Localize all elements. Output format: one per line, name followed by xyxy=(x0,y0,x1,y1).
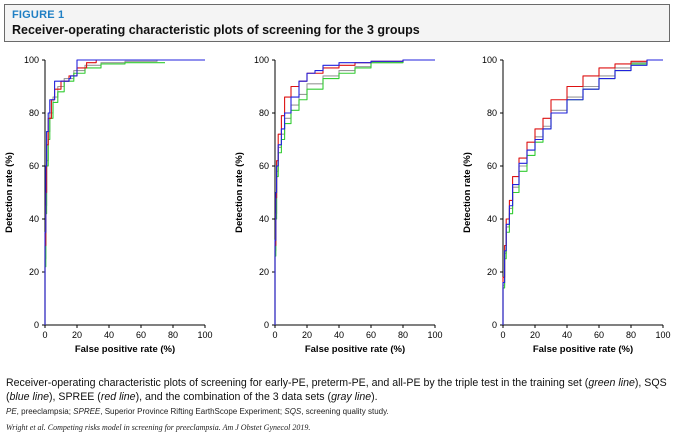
x-tick-label: 100 xyxy=(197,330,212,340)
y-tick-label: 0 xyxy=(492,320,497,330)
roc-series-blue-line xyxy=(502,59,663,325)
x-tick-label: 20 xyxy=(72,330,82,340)
x-tick-label: 100 xyxy=(427,330,442,340)
figure-header: FIGURE 1 Receiver-operating characterist… xyxy=(4,4,670,42)
y-tick-label: 80 xyxy=(487,108,497,118)
abbreviation-term: SQS xyxy=(284,407,302,416)
figure-label: FIGURE 1 xyxy=(12,9,65,21)
roc-series-green-line xyxy=(274,59,435,325)
y-tick-label: 100 xyxy=(254,55,269,65)
x-tick-label: 20 xyxy=(530,330,540,340)
y-tick-label: 80 xyxy=(259,108,269,118)
y-tick-label: 80 xyxy=(29,108,39,118)
x-tick-label: 20 xyxy=(302,330,312,340)
y-tick-label: 60 xyxy=(259,161,269,171)
figure-caption: Receiver-operating characteristic plots … xyxy=(6,376,670,404)
x-tick-label: 80 xyxy=(168,330,178,340)
x-tick-label: 80 xyxy=(626,330,636,340)
caption-part: green line xyxy=(588,377,635,389)
y-tick-label: 40 xyxy=(487,214,497,224)
caption-part: gray line xyxy=(331,391,372,403)
x-tick-label: 80 xyxy=(398,330,408,340)
roc-plot-early-pe: 0 20 40 60 80 100 0 20 40 60 80 100 False positive r… xyxy=(4,55,213,355)
y-tick-label: 60 xyxy=(487,161,497,171)
x-tick-label: 100 xyxy=(655,330,670,340)
caption-part: ). xyxy=(371,391,378,403)
y-tick-label: 60 xyxy=(29,161,39,171)
citation: Wright et al. Competing risks model in s… xyxy=(6,423,311,432)
abbreviation-definition: , preeclampsia; xyxy=(16,407,74,416)
x-tick-label: 0 xyxy=(272,330,277,340)
x-tick-label: 0 xyxy=(500,330,505,340)
caption-part: ), SQS ( xyxy=(6,377,667,403)
figure-title: Receiver-operating characteristic plots … xyxy=(12,23,420,37)
x-tick-label: 0 xyxy=(42,330,47,340)
abbreviation-definition: , Superior Province Rifting EarthScope E… xyxy=(100,407,285,416)
y-tick-label: 20 xyxy=(259,267,269,277)
caption-part: red line xyxy=(100,391,136,403)
roc-series-gray-line xyxy=(44,59,205,325)
y-tick-label: 20 xyxy=(29,267,39,277)
roc-series-red-line xyxy=(44,59,205,325)
abbreviation-term: SPREE xyxy=(73,407,101,416)
y-tick-label: 100 xyxy=(482,55,497,65)
y-tick-label: 20 xyxy=(487,267,497,277)
y-tick-label: 40 xyxy=(259,214,269,224)
caption-part: blue line xyxy=(9,391,49,403)
x-tick-label: 60 xyxy=(366,330,376,340)
roc-plot-all-pe: 0 20 40 60 80 100 0 20 40 60 80 100 False positive r… xyxy=(462,55,671,355)
y-tick-label: 100 xyxy=(24,55,39,65)
caption-part: ), and the combination of the 3 data set… xyxy=(135,391,332,403)
abbreviation-term: PE xyxy=(6,407,17,416)
y-axis-label: Detection rate (%) xyxy=(462,152,473,233)
y-tick-label: 0 xyxy=(34,320,39,330)
x-tick-label: 60 xyxy=(136,330,146,340)
roc-series-blue-line xyxy=(274,59,435,325)
x-axis-label: False positive rate (%) xyxy=(75,344,175,355)
roc-series-blue-line xyxy=(44,59,205,325)
x-tick-label: 60 xyxy=(594,330,604,340)
x-tick-label: 40 xyxy=(104,330,114,340)
roc-series-green-line xyxy=(44,62,165,325)
abbreviation-definition: , screening quality study. xyxy=(301,407,389,416)
roc-plot-preterm-pe: 0 20 40 60 80 100 0 20 40 60 80 100 False positive r… xyxy=(234,55,443,355)
x-tick-label: 40 xyxy=(334,330,344,340)
x-tick-label: 40 xyxy=(562,330,572,340)
abbreviations-note: PE, preeclampsia; SPREE, Superior Provin… xyxy=(6,407,389,416)
y-axis-label: Detection rate (%) xyxy=(234,152,245,233)
x-axis-label: False positive rate (%) xyxy=(533,344,633,355)
caption-part: ), SPREE ( xyxy=(49,391,101,403)
y-tick-label: 0 xyxy=(264,320,269,330)
x-axis-label: False positive rate (%) xyxy=(305,344,405,355)
caption-part: Receiver-operating characteristic plots … xyxy=(6,377,589,389)
y-axis-label: Detection rate (%) xyxy=(4,152,15,233)
y-tick-label: 40 xyxy=(29,214,39,224)
